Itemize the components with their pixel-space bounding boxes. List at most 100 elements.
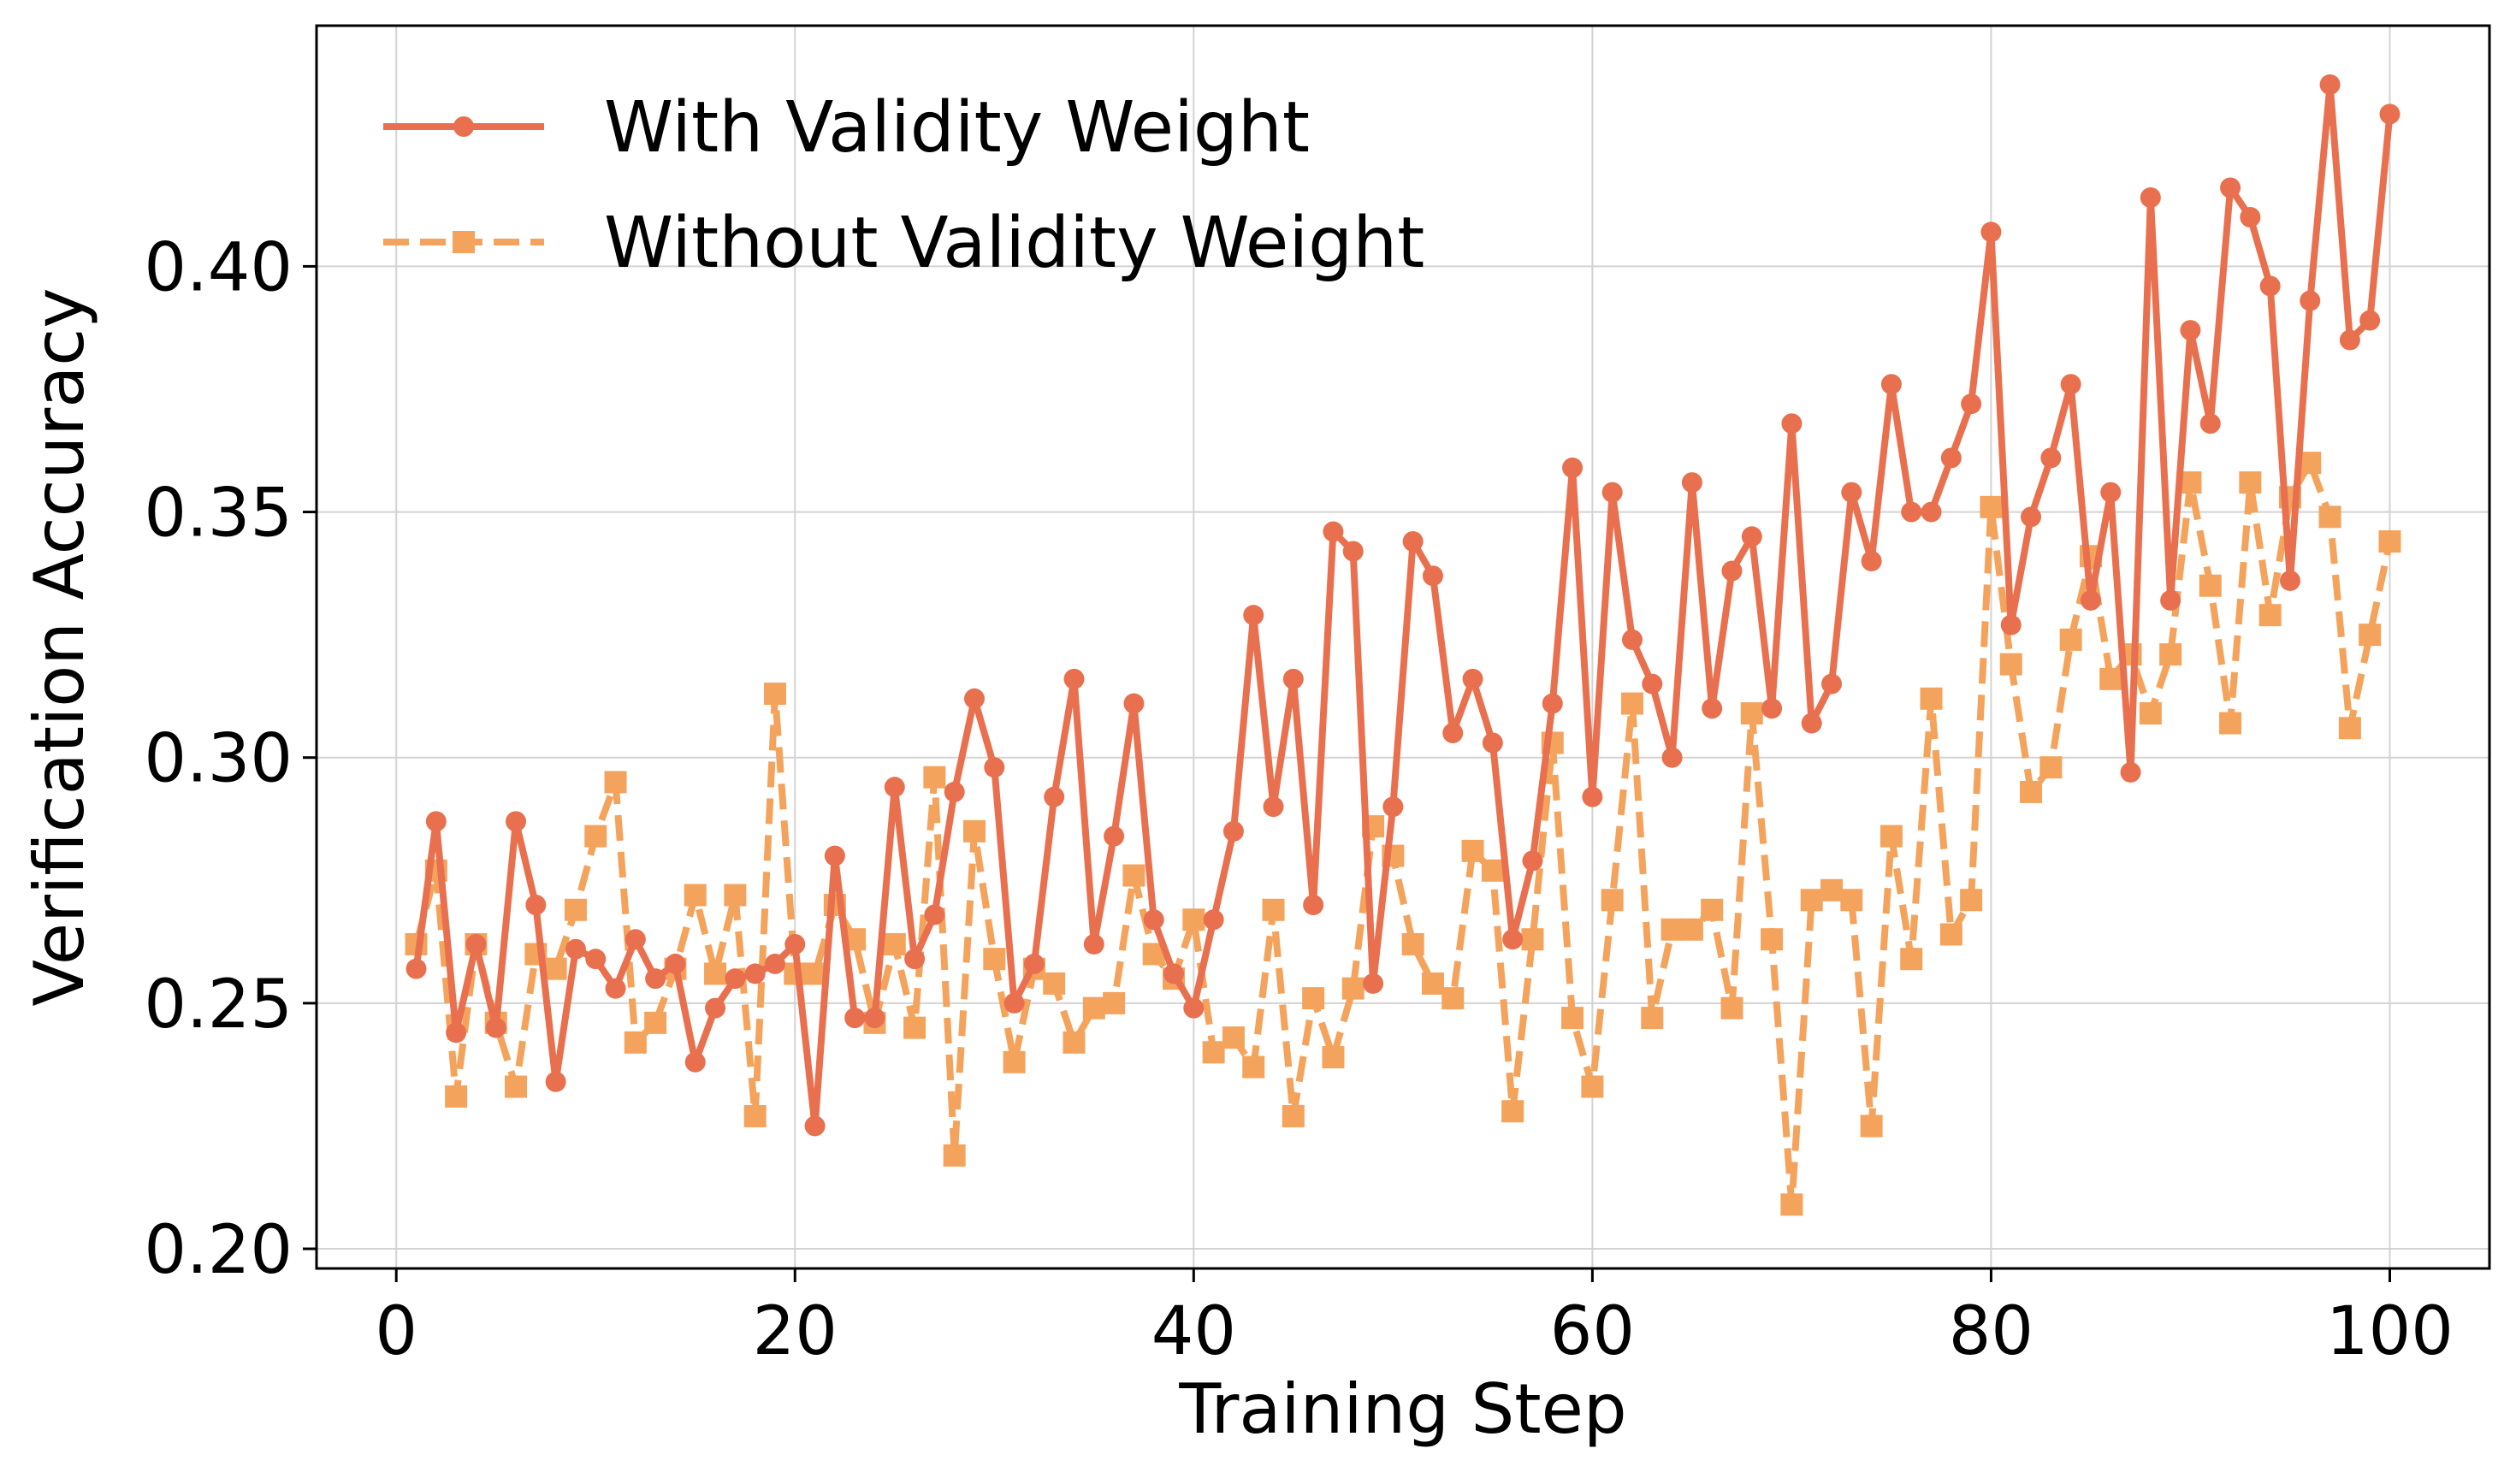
data-point bbox=[1820, 878, 1844, 902]
data-point bbox=[2318, 506, 2341, 529]
data-point bbox=[1861, 550, 1882, 571]
y-tick-label: 0.35 bbox=[144, 476, 293, 553]
data-point bbox=[1961, 393, 1982, 415]
data-point bbox=[983, 948, 1006, 971]
data-point bbox=[1980, 495, 2003, 518]
data-point bbox=[1561, 1007, 1584, 1030]
data-point bbox=[2359, 624, 2382, 647]
data-point bbox=[2120, 761, 2141, 783]
data-point bbox=[2159, 643, 2182, 666]
data-point bbox=[2338, 717, 2361, 740]
data-point bbox=[1043, 972, 1066, 995]
data-point bbox=[1840, 889, 1863, 912]
data-point bbox=[1740, 702, 1763, 725]
data-point bbox=[944, 781, 965, 802]
data-point bbox=[1521, 928, 1544, 951]
data-point bbox=[1342, 541, 1364, 562]
series-with-validity-weight bbox=[406, 74, 2400, 1137]
data-point bbox=[804, 1115, 826, 1137]
data-point bbox=[1282, 1104, 1305, 1127]
legend-label-with-validity-weight: With Validity Weight bbox=[604, 87, 1310, 169]
data-point bbox=[506, 811, 527, 832]
data-point bbox=[903, 1016, 926, 1039]
legend-marker bbox=[453, 231, 475, 253]
data-point bbox=[624, 1031, 647, 1054]
data-point bbox=[1163, 963, 1185, 984]
y-tick-label: 0.40 bbox=[144, 229, 293, 306]
data-point bbox=[1980, 222, 2002, 243]
data-point bbox=[943, 1144, 966, 1167]
x-tick-label: 0 bbox=[375, 1293, 417, 1370]
data-point bbox=[645, 968, 666, 990]
data-point bbox=[1462, 668, 1483, 689]
data-point bbox=[1880, 825, 1903, 848]
data-point bbox=[884, 777, 905, 798]
data-point bbox=[1103, 991, 1126, 1014]
data-point bbox=[2240, 206, 2261, 228]
data-point bbox=[1920, 687, 1943, 710]
data-point bbox=[2100, 482, 2122, 503]
data-point bbox=[1702, 698, 1723, 719]
data-point bbox=[844, 1008, 866, 1029]
data-point bbox=[525, 895, 547, 916]
data-point bbox=[1143, 909, 1164, 931]
y-tick-label: 0.20 bbox=[144, 1212, 293, 1289]
data-point bbox=[1661, 918, 1684, 941]
data-point bbox=[1939, 923, 1962, 946]
data-point bbox=[2199, 574, 2222, 597]
data-point bbox=[565, 938, 586, 960]
data-point bbox=[1641, 1007, 1664, 1030]
data-point bbox=[2080, 589, 2101, 611]
data-point bbox=[1880, 374, 1902, 395]
data-point bbox=[1104, 825, 1125, 847]
data-point bbox=[564, 898, 587, 921]
legend-marker-without-validity-weight bbox=[383, 231, 544, 253]
data-point bbox=[1323, 521, 1344, 542]
data-point bbox=[2140, 187, 2161, 209]
data-point bbox=[1661, 747, 1683, 768]
data-point bbox=[1860, 1114, 1883, 1138]
data-point bbox=[1601, 482, 1623, 503]
data-point bbox=[1243, 605, 1264, 626]
data-point bbox=[1562, 457, 1584, 478]
data-point bbox=[1183, 997, 1205, 1019]
data-point bbox=[1581, 1075, 1604, 1098]
data-point bbox=[705, 997, 726, 1019]
data-point bbox=[1442, 723, 1464, 744]
data-point bbox=[1421, 972, 1444, 995]
data-point bbox=[1363, 973, 1384, 994]
x-tick-label: 40 bbox=[1151, 1293, 1236, 1370]
data-point bbox=[2339, 329, 2360, 351]
data-point bbox=[1681, 472, 1702, 494]
data-point bbox=[725, 968, 746, 990]
data-point bbox=[2199, 413, 2221, 435]
data-point bbox=[1482, 732, 1503, 754]
data-point bbox=[1900, 948, 1923, 971]
data-point bbox=[1023, 953, 1045, 974]
data-point bbox=[1341, 977, 1365, 1000]
data-point bbox=[2060, 374, 2081, 395]
data-point bbox=[2000, 614, 2022, 636]
data-point bbox=[604, 771, 627, 794]
data-point bbox=[2139, 702, 2162, 725]
data-point bbox=[1282, 668, 1304, 689]
data-point bbox=[544, 957, 567, 980]
data-point bbox=[2180, 320, 2201, 341]
data-point bbox=[485, 1017, 506, 1038]
data-point bbox=[406, 958, 427, 979]
data-point bbox=[2099, 667, 2122, 690]
data-point bbox=[2359, 310, 2381, 331]
data-point bbox=[1542, 693, 1563, 714]
data-point bbox=[1680, 918, 1703, 941]
data-point bbox=[2299, 452, 2322, 475]
data-point bbox=[1582, 786, 1603, 807]
data-point bbox=[1083, 933, 1104, 955]
data-point bbox=[904, 949, 926, 970]
data-point bbox=[1322, 1046, 1345, 1069]
data-point bbox=[1182, 908, 1205, 931]
data-point bbox=[1003, 1050, 1026, 1073]
data-point bbox=[1044, 786, 1065, 807]
data-point bbox=[445, 1085, 468, 1108]
data-point bbox=[1222, 820, 1244, 842]
data-point bbox=[584, 825, 607, 848]
